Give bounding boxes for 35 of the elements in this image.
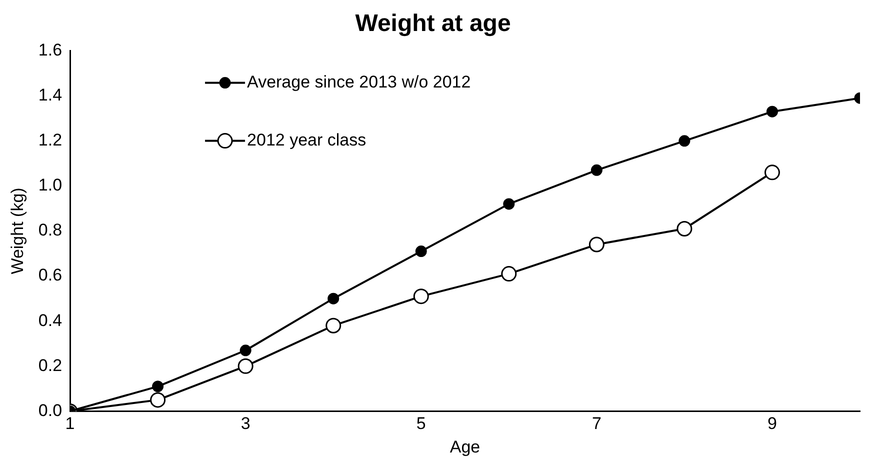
x-tick-label: 1 xyxy=(65,414,75,434)
y-tick-label: 0.2 xyxy=(38,356,62,375)
point xyxy=(238,358,254,374)
y-tick-label: 0.8 xyxy=(38,220,62,240)
x-tick-label: 7 xyxy=(592,414,602,434)
y-tick-label: 1.2 xyxy=(38,130,62,150)
y-tick-label: 1.4 xyxy=(38,86,62,105)
point xyxy=(150,392,166,408)
point xyxy=(764,164,780,180)
x-tick-label: 3 xyxy=(240,414,250,434)
point xyxy=(503,198,515,210)
point xyxy=(676,221,692,236)
y-tick-label: 0.4 xyxy=(38,310,62,330)
y-tick-label: 1.6 xyxy=(38,40,62,60)
chart-title: Weight at age xyxy=(355,10,511,38)
point xyxy=(678,135,690,147)
x-tick-label: 9 xyxy=(767,414,777,434)
x-axis-title: Age xyxy=(450,437,480,456)
legend-label: 2012 year class xyxy=(247,130,366,150)
point xyxy=(326,318,342,334)
point xyxy=(590,164,602,176)
point xyxy=(766,106,778,118)
x-tick-label: 5 xyxy=(416,414,426,434)
point xyxy=(501,266,517,282)
y-axis-title: Weight (kg) xyxy=(8,188,27,274)
point xyxy=(415,246,427,258)
point xyxy=(152,380,164,392)
point xyxy=(240,344,252,356)
y-tick-label: 0.0 xyxy=(38,400,62,420)
point xyxy=(588,236,604,252)
legend-label: Average since 2013 w/o 2012 xyxy=(247,72,471,92)
y-tick-label: 1.0 xyxy=(38,176,62,195)
point xyxy=(413,288,429,304)
point xyxy=(328,292,340,304)
y-tick-label: 0.6 xyxy=(38,266,62,285)
